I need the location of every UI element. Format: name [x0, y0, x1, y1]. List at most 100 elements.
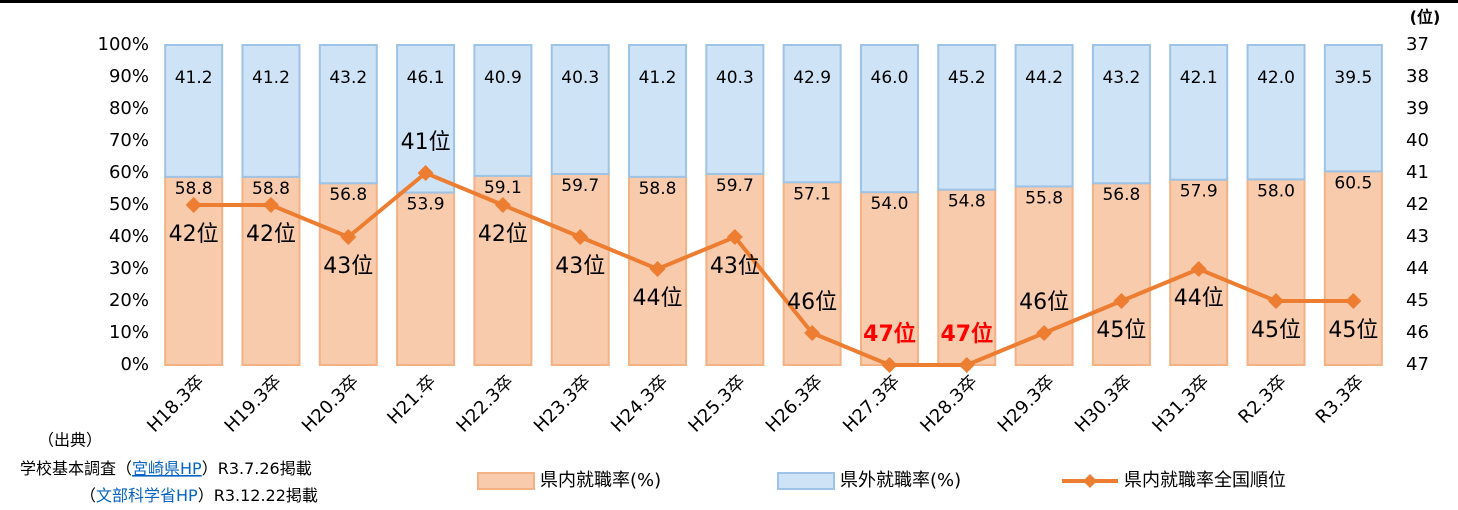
bar-value-label: 54.8: [948, 192, 986, 212]
x-tick-label: H22.3卒: [452, 371, 517, 436]
bar-segment: [628, 44, 688, 178]
legend-swatch: [477, 472, 535, 490]
bar-value-label: 42.1: [1180, 68, 1218, 88]
bar-value-label: 53.9: [407, 195, 445, 215]
rank-marker: [1190, 261, 1207, 277]
bar-value-label: 59.7: [561, 176, 599, 196]
rank-label: 42位: [246, 222, 296, 247]
bar-value-label: 57.9: [1180, 182, 1218, 202]
rank-label: 44位: [633, 286, 683, 311]
bar-value-label: 40.3: [561, 68, 599, 88]
x-tick-label: H30.3卒: [1071, 371, 1136, 436]
rank-label: 45位: [1328, 318, 1378, 343]
bar-value-label: 58.0: [1257, 181, 1295, 201]
rank-label: 43位: [555, 254, 605, 279]
bar-value-label: 42.0: [1257, 68, 1295, 88]
rank-marker: [804, 325, 821, 341]
bar-segment: [473, 174, 533, 366]
bar-segment: [859, 191, 919, 366]
bar-value-label: 57.1: [793, 184, 831, 204]
bar-value-label: 46.0: [871, 68, 909, 88]
source-line: 学校基本調査（宮崎県HP）R3.7.26掲載: [20, 459, 312, 478]
rank-marker: [572, 229, 589, 245]
x-tick-label: R2.3卒: [1234, 371, 1291, 428]
y-tick-label: 70%: [109, 130, 149, 151]
rank-label: 42位: [169, 222, 219, 247]
y2-tick-label: 47: [1406, 354, 1429, 375]
y-tick-label: 10%: [109, 322, 149, 343]
bar-segment: [782, 44, 842, 184]
source-text: ）R3.12.22掲載: [198, 486, 318, 505]
bar-segment: [937, 188, 997, 366]
rank-marker: [417, 165, 434, 181]
x-tick-label: H21.卒: [383, 371, 440, 428]
x-tick-label: H26.3卒: [762, 371, 827, 436]
source-text: ）R3.7.26掲載: [202, 459, 312, 478]
bar-segment: [1246, 178, 1306, 366]
bar-segment: [1014, 44, 1074, 188]
y2-tick-label: 46: [1406, 322, 1429, 343]
rank-marker: [649, 261, 666, 277]
rank-marker: [185, 197, 202, 213]
rank-label: 47位: [940, 321, 993, 347]
y-tick-label: 40%: [109, 226, 149, 247]
y-tick-label: 60%: [109, 162, 149, 183]
y2-tick-label: 41: [1406, 162, 1429, 183]
y2-tick-label: 37: [1406, 34, 1429, 55]
rank-marker: [726, 229, 743, 245]
x-tick-label: H23.3卒: [530, 371, 595, 436]
bar-value-label: 45.2: [948, 68, 986, 88]
bar-value-label: 39.5: [1334, 68, 1372, 88]
legend-label: 県外就職率(%): [840, 470, 961, 491]
bar-segment: [859, 44, 919, 194]
y-tick-label: 100%: [98, 34, 149, 55]
rank-line: [193, 170, 1354, 367]
rank-label: 45位: [1096, 318, 1146, 343]
rank-marker: [1036, 325, 1053, 341]
x-tick-label: H27.3卒: [839, 371, 904, 436]
source-line: （文部科学省HP）R3.12.22掲載: [80, 486, 318, 505]
bar-segment: [318, 44, 378, 185]
x-tick-label: H25.3卒: [684, 371, 749, 436]
bar-segment: [705, 44, 765, 175]
bar-value-label: 46.1: [407, 68, 445, 88]
rank-label: 44位: [1174, 286, 1224, 311]
rank-marker: [262, 197, 279, 213]
bar-segment: [1323, 44, 1383, 173]
x-tick-label: H28.3卒: [916, 371, 981, 436]
rank-marker: [1113, 293, 1130, 309]
bar-value-label: 56.8: [1102, 185, 1140, 205]
bar-segment: [241, 44, 301, 178]
bar-value-label: 60.5: [1334, 173, 1372, 193]
legend-label: 県内就職率全国順位: [1124, 470, 1286, 491]
y2-tick-label: 39: [1406, 98, 1429, 119]
bar-value-label: 41.2: [639, 68, 677, 88]
rank-marker: [494, 197, 511, 213]
top-rule: [0, 0, 1458, 3]
y-tick-label: 50%: [109, 194, 149, 215]
bar-segment: [705, 172, 765, 366]
bar-value-label: 40.9: [484, 68, 522, 88]
x-tick-label: H19.3卒: [221, 371, 286, 436]
source-text: 学校基本調査（: [20, 459, 132, 478]
y2-tick-label: 42: [1406, 194, 1429, 215]
rank-label: 46位: [1019, 290, 1069, 315]
bar-value-label: 56.8: [329, 185, 367, 205]
x-tick-label: H29.3卒: [994, 371, 1059, 436]
source-link[interactable]: 文部科学省HP: [96, 486, 198, 505]
bar-value-label: 44.2: [1025, 68, 1063, 88]
y-tick-label: 30%: [109, 258, 149, 279]
y2-tick-label: 44: [1406, 258, 1429, 279]
bar-segment: [1091, 44, 1151, 185]
bar-segment: [473, 44, 533, 177]
y2-tick-label: 40: [1406, 130, 1429, 151]
rank-marker: [881, 357, 898, 373]
x-tick-label: H24.3卒: [607, 371, 672, 436]
bar-value-label: 59.1: [484, 178, 522, 198]
source-heading: （出典）: [38, 431, 102, 450]
bar-value-label: 43.2: [329, 68, 367, 88]
source-link[interactable]: 宮崎県HP: [132, 459, 202, 478]
y2-axis-label: (位): [1410, 8, 1441, 27]
source-text: （: [80, 486, 96, 505]
